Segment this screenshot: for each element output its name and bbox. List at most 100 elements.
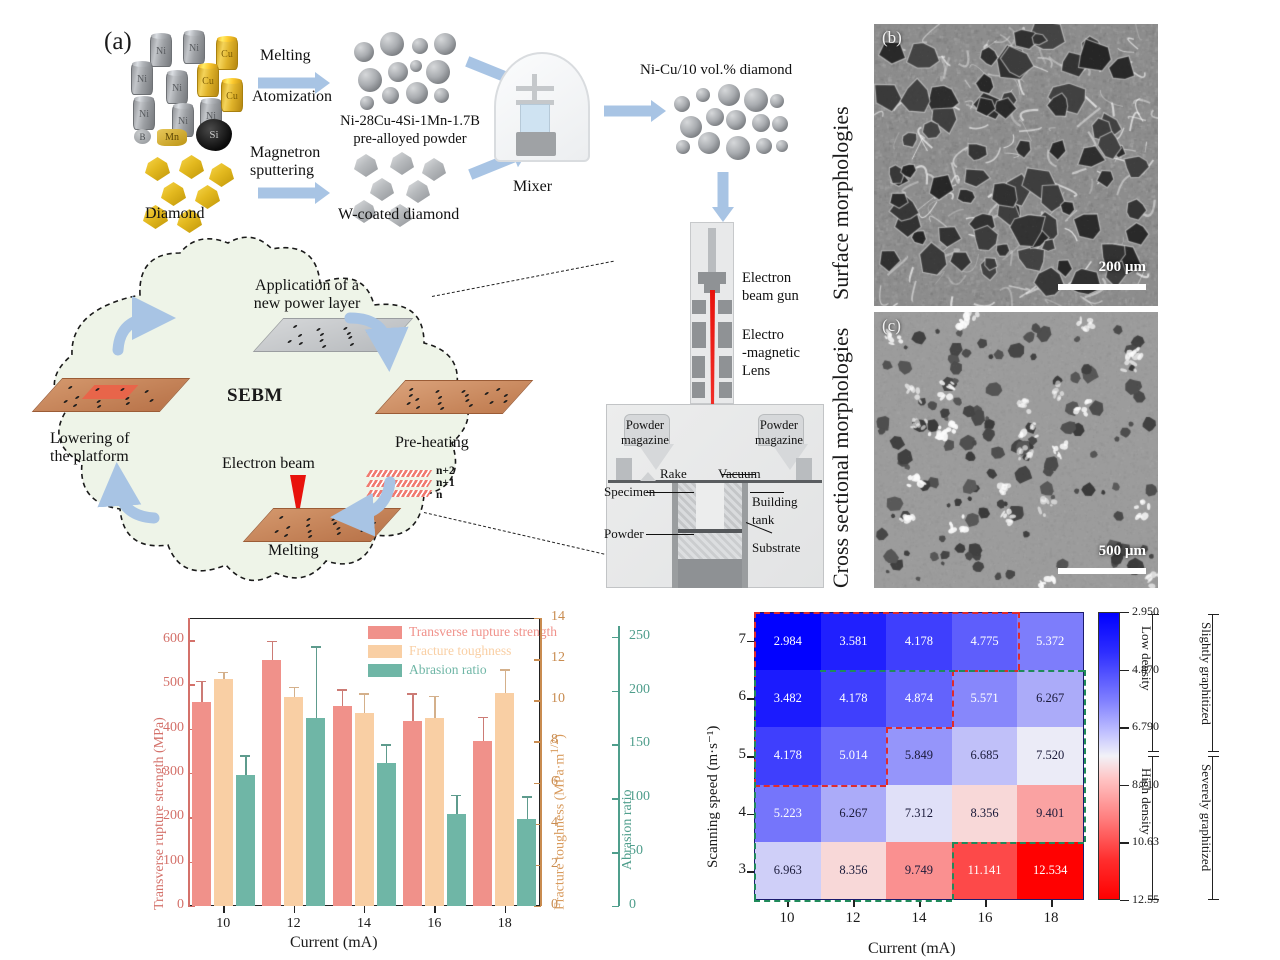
scalebar-b-line [1058,284,1146,290]
region-red-s2 [886,727,952,730]
bar-axis2-tickmark [534,741,541,743]
bracket-low-density-label: Low density [1139,626,1154,691]
legend-label-2: Abrasion ratio [409,662,487,677]
step-melting-label: Melting [260,47,311,64]
region-red-e3 [886,727,888,785]
bar-0-0 [191,702,211,906]
heatmap-xtick-label: 10 [779,910,795,926]
ni-pellet-icon: Ni [183,32,205,64]
heatmap-cell-1-4: 6.267 [1017,670,1083,728]
errorcap-1-1 [288,686,299,688]
ni-pellet-icon: Ni [133,98,155,130]
heatmap-xtickmark [853,900,855,907]
region-red-e1 [1018,612,1020,670]
heatmap-xtickmark [787,900,789,907]
heatmap-ytick-label: 6 [738,688,747,705]
heatmap-xaxis-title: Current (mA) [868,940,956,957]
panel-a-label: (a) [104,28,132,55]
heatmap-cell-0-2: 4.178 [886,613,952,671]
heatmap-xtick-label: 14 [911,910,927,926]
sebm-step-application-line1: Application of a [255,277,359,294]
heatmap-xtick-label: 16 [977,910,993,926]
errorcap-1-3 [429,695,440,698]
bar-xtickmark [364,906,366,913]
bar-1-2 [354,713,374,906]
bar-axis1-tickmark [188,640,195,642]
bar-axis3-tickmark [612,744,619,746]
sebm-step-lowering-line2: the platform [50,448,129,465]
errorbar-0-0 [201,680,203,703]
colorbar-tickmark [1120,727,1129,729]
errorcap-0-3 [407,693,418,695]
bar-axis2-tickmark [534,864,541,867]
errorcap-1-0 [218,671,229,674]
errorbar-0-2 [342,689,344,707]
heatmap-ytick-label: 4 [738,803,747,820]
heatmap-cell-2-1: 5.014 [820,727,887,785]
bar-axis3-tick: 0 [629,897,636,912]
scalebar-c-label: 500 µm [1098,543,1146,559]
heatmap-cell-4-2: 9.749 [886,841,952,899]
powder-magazine-right-label: Powder [759,418,799,432]
bar-axis1-tickmark [188,773,195,775]
bar-1-3 [424,718,444,906]
bar-0-4 [473,741,493,906]
blend-label: Ni-Cu/10 vol.% diamond [640,62,793,78]
heatmap-cell-2-3: 6.685 [951,727,1018,785]
bar-axis1-tick: 400 [163,719,184,735]
bar-axis2-tickmark [534,782,541,784]
heatmap-cell-0-1: 3.581 [820,613,887,671]
sem-image-b: (b) 200 µm [874,24,1158,306]
bar-axis2-tickmark [534,823,541,826]
legend-item-1: Fracture toughness [368,643,557,659]
bar-axis3-tickmark [612,636,619,639]
heatmap-cell-2-4: 7.520 [1017,727,1083,785]
bracket-low-density [1148,614,1159,752]
bar-axis2-tick: 6 [551,773,558,789]
errorcap-2-2 [381,744,391,746]
heatmap-cell-4-4: 12.534 [1017,841,1083,899]
bar-chart: Transverse rupture strength (MPa) Fractu… [150,600,650,960]
colorbar-tickmark [1120,842,1129,844]
bar-axis2-tickmark [534,659,541,661]
heatmap-cell-0-3: 4.775 [951,613,1018,671]
bar-1-1 [284,696,304,906]
bar-axis2-tickmark [534,618,541,620]
bar-axis3-tick: 50 [629,843,643,859]
errorcap-2-0 [240,755,251,757]
bar-axis2-tickmark [534,700,541,702]
layer-label-n1: n+1 [436,477,455,489]
legend-item-2: Abrasion ratio [368,662,557,678]
heatmap-ytick-label: 7 [738,630,747,647]
scalebar-b-label: 200 µm [1098,259,1146,275]
heatmap-ytickmark [747,813,754,816]
bracket-slightly-graphitized [1208,614,1219,752]
legend-item-0: Transverse rupture strength [368,624,557,640]
bar-xtickmark [293,906,295,913]
bar-xtick-label: 14 [357,916,371,931]
diamond-label: Diamond [145,205,205,222]
specimen-label: Specimen [604,484,656,499]
bar-axis2-tick: 2 [551,855,558,871]
sebm-step-preheating: Pre-heating [395,434,469,451]
bar-xtickmark [434,906,436,913]
sebm-step-lowering-line1: Lowering of [50,430,130,447]
errorcap-0-1 [266,640,277,642]
mn-particle-icon: Mn [157,129,187,146]
powder-magazine-left-label2: magazine [621,433,669,447]
bar-axis2-tick: 4 [551,814,558,830]
sebm-cycle-arrows-icon [97,296,409,537]
ni-pellet-icon: Ni [166,72,188,104]
region-green-top [820,669,1084,672]
bar-2-2 [376,762,396,906]
heatmap-xtickmark [985,900,987,907]
errorcap-1-2 [359,693,369,695]
substrate-label: Substrate [752,540,801,555]
bar-axis3-tickmark [612,906,619,908]
powder-magazine-left-label: Powder [625,418,665,432]
bar-axis1-tick: 500 [163,675,184,691]
heatmap-ytickmark [747,698,754,700]
colorbar-tickmark [1120,612,1129,614]
errorcap-0-2 [337,689,347,691]
